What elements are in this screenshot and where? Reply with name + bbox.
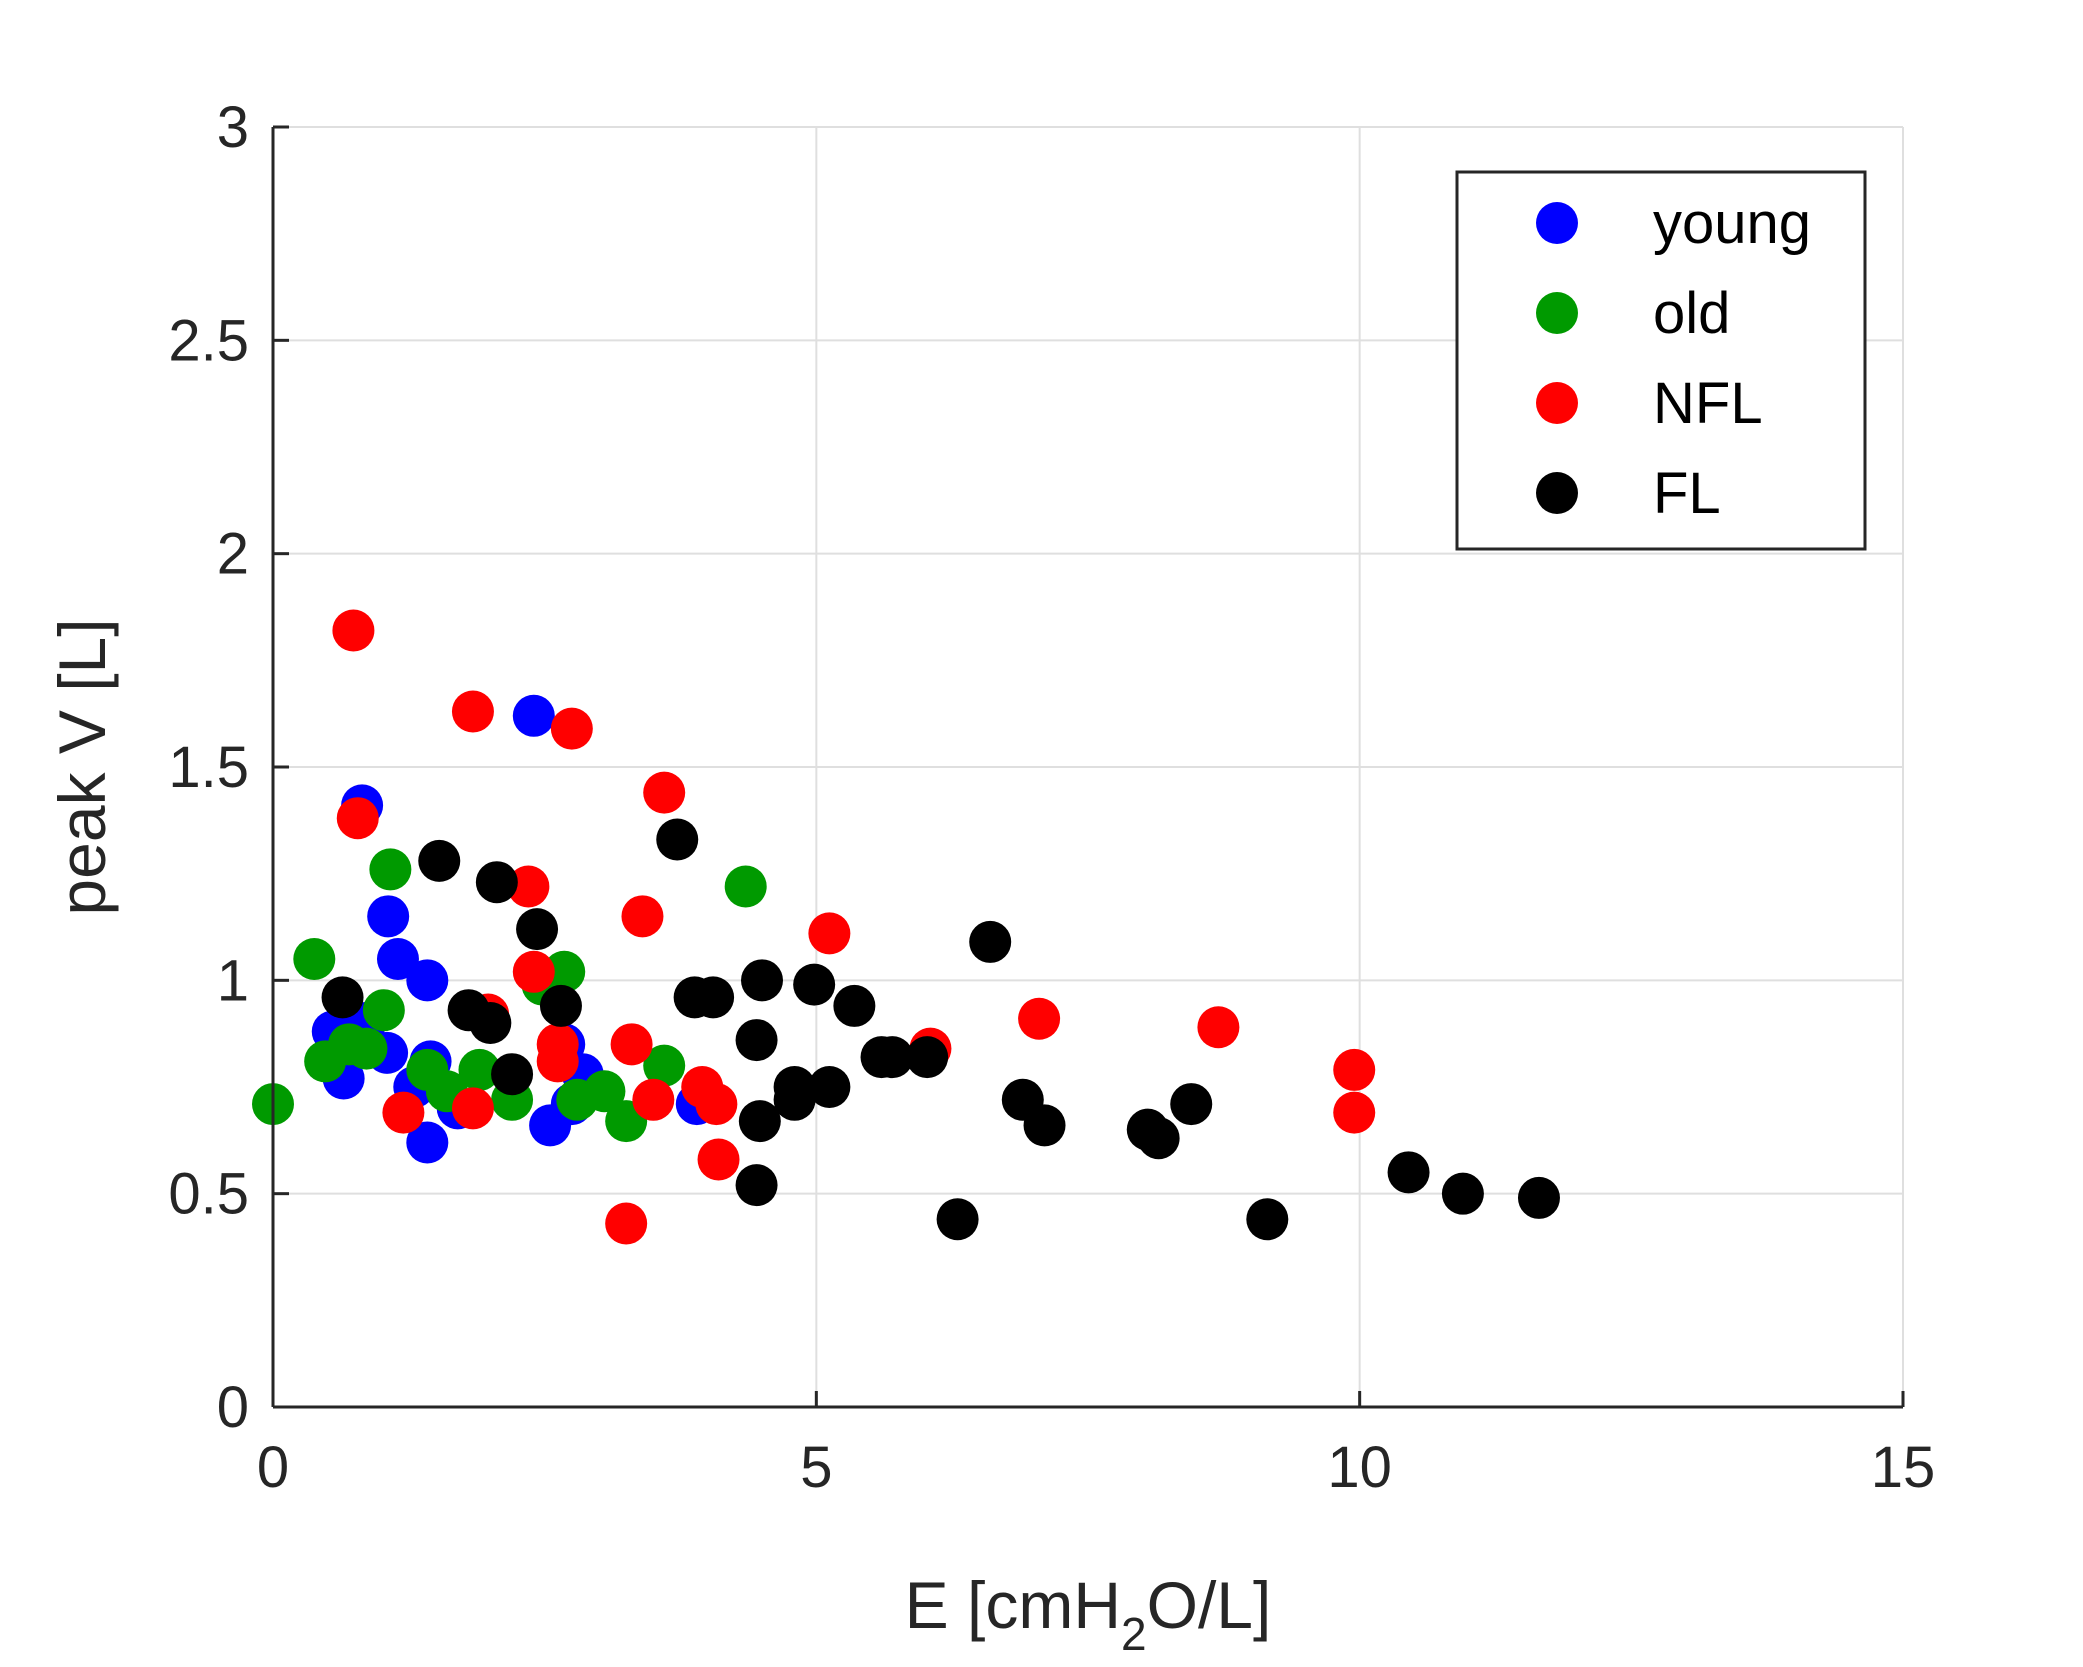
point-fl [539, 984, 582, 1027]
point-old [543, 950, 586, 993]
y-axis-label: peak V [L] [45, 618, 119, 915]
point-fl [1170, 1083, 1213, 1126]
point-nfl [332, 609, 375, 652]
point-old [643, 1044, 686, 1087]
y-tick-label: 3 [217, 95, 249, 160]
point-nfl [695, 1083, 738, 1126]
point-nfl [1197, 1006, 1240, 1049]
x-axis-label: E [cmH2O/L] [905, 1568, 1272, 1660]
point-nfl [451, 690, 494, 733]
legend-label-old: old [1653, 281, 1730, 346]
legend-marker-fl [1536, 472, 1578, 514]
point-nfl [643, 771, 686, 814]
legend-box [1455, 170, 1867, 551]
x-tick-label: 5 [800, 1435, 832, 1500]
legend-marker-old [1536, 292, 1578, 334]
point-nfl [621, 895, 664, 938]
point-old [724, 865, 767, 908]
point-nfl [512, 950, 555, 993]
data-points [252, 609, 1560, 1245]
point-nfl [808, 912, 851, 955]
point-fl [871, 1036, 914, 1079]
point-fl [1023, 1104, 1066, 1147]
legend-marker-young [1536, 202, 1578, 244]
point-fl [1517, 1176, 1560, 1219]
point-nfl [697, 1138, 740, 1181]
point-fl [1441, 1172, 1484, 1215]
point-fl [735, 1164, 778, 1207]
point-old [583, 1070, 626, 1113]
y-tick-label: 1 [217, 948, 249, 1013]
point-fl [656, 818, 699, 861]
point-fl [833, 984, 876, 1027]
point-fl [735, 1019, 778, 1062]
point-fl [808, 1066, 851, 1108]
axes [271, 125, 1905, 1409]
point-nfl [1018, 997, 1061, 1040]
legend-marker-nfl [1536, 382, 1578, 424]
x-tick-labels: 0 5 10 15 [257, 1435, 1935, 1500]
point-nfl [632, 1078, 675, 1121]
point-nfl [382, 1091, 425, 1134]
point-young [376, 938, 419, 980]
point-fl [738, 1100, 781, 1143]
x-tick-label: 0 [257, 1435, 289, 1500]
y-tick-label: 1.5 [168, 735, 249, 800]
point-fl [969, 920, 1012, 963]
point-fl [773, 1078, 816, 1121]
x-tick-label: 10 [1327, 1435, 1392, 1500]
point-old [369, 848, 412, 891]
point-nfl [605, 1202, 648, 1245]
y-tick-label: 0.5 [168, 1162, 249, 1227]
point-young [367, 895, 410, 938]
legend-label-fl: FL [1653, 461, 1721, 526]
y-tick-label: 2 [217, 522, 249, 587]
point-old [458, 1048, 501, 1091]
point-nfl [1333, 1091, 1376, 1134]
legend: young old NFL FL [1455, 170, 1867, 551]
point-nfl [610, 1023, 653, 1066]
point-old [345, 1027, 388, 1070]
point-fl [1246, 1198, 1289, 1241]
point-fl [491, 1053, 534, 1096]
point-nfl [550, 707, 593, 750]
point-fl [475, 861, 518, 904]
point-fl [906, 1036, 949, 1079]
point-fl [793, 963, 836, 1006]
legend-label-young: young [1653, 191, 1811, 256]
point-fl [936, 1198, 979, 1241]
point-nfl [536, 1040, 579, 1083]
legend-label-nfl: NFL [1653, 371, 1763, 436]
point-nfl [507, 865, 550, 908]
y-tick-label: 0 [217, 1375, 249, 1440]
point-nfl [336, 797, 379, 840]
x-tick-label: 15 [1871, 1435, 1936, 1500]
point-young [529, 1104, 572, 1147]
point-fl [469, 1002, 512, 1044]
point-fl [1137, 1117, 1180, 1160]
y-tick-labels: 0 0.5 1 1.5 2 2.5 3 [168, 95, 249, 1440]
point-fl [516, 908, 559, 951]
point-young [406, 959, 449, 1002]
point-nfl [451, 1087, 494, 1130]
point-old [362, 989, 405, 1032]
point-fl [741, 959, 783, 1002]
point-old [293, 938, 336, 980]
point-nfl [1333, 1048, 1376, 1091]
point-fl [1387, 1151, 1430, 1194]
point-fl [692, 976, 735, 1019]
point-fl [321, 976, 364, 1019]
point-young [512, 694, 555, 737]
point-fl [418, 839, 461, 882]
point-young [406, 1121, 449, 1164]
y-tick-label: 2.5 [168, 308, 249, 373]
